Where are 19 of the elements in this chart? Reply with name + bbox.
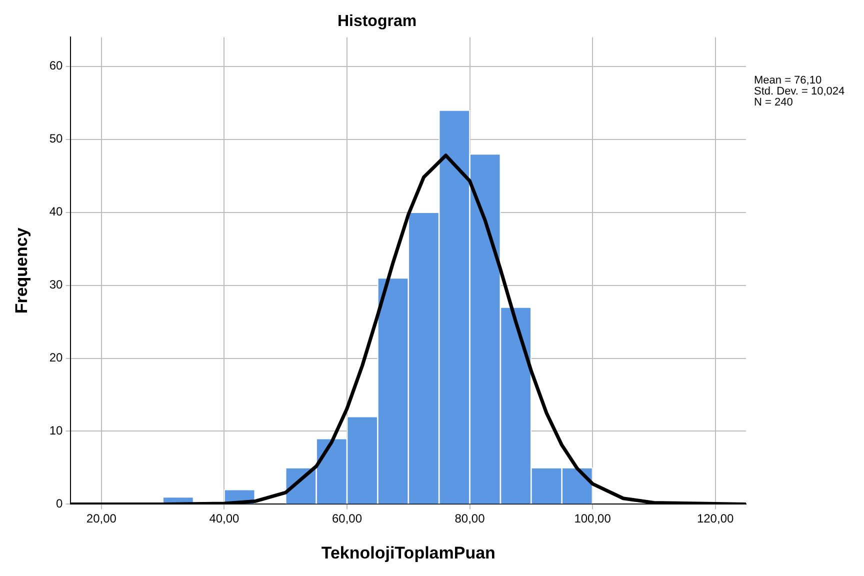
x-tick-label: 20,00 [86, 512, 117, 526]
y-tick-label: 0 [56, 496, 64, 511]
y-tick-label: 20 [49, 350, 64, 365]
text: Std. Dev. = 10,024 [754, 86, 845, 98]
text: N = 240 [754, 96, 793, 109]
y-tick-label: 50 [49, 132, 64, 146]
chart-title: Histogram [337, 13, 417, 30]
x-axis-title: TeknolojiToplamPuan [321, 543, 496, 562]
y-axis-title: Frequency [12, 227, 31, 314]
text: Mean = 76,10 [754, 74, 822, 87]
x-tick-label: 40,00 [209, 512, 240, 526]
x-tick-label: 60,00 [332, 512, 362, 526]
y-tick-label: 60 [49, 58, 64, 73]
x-tick-label: 100,00 [574, 512, 612, 526]
x-tick-label: 120,00 [696, 512, 734, 526]
y-tick-label: 30 [49, 278, 64, 292]
y-tick-label: 10 [49, 424, 64, 438]
x-tick-label: 80,00 [454, 512, 486, 526]
y-tick-label: 40 [49, 204, 64, 219]
